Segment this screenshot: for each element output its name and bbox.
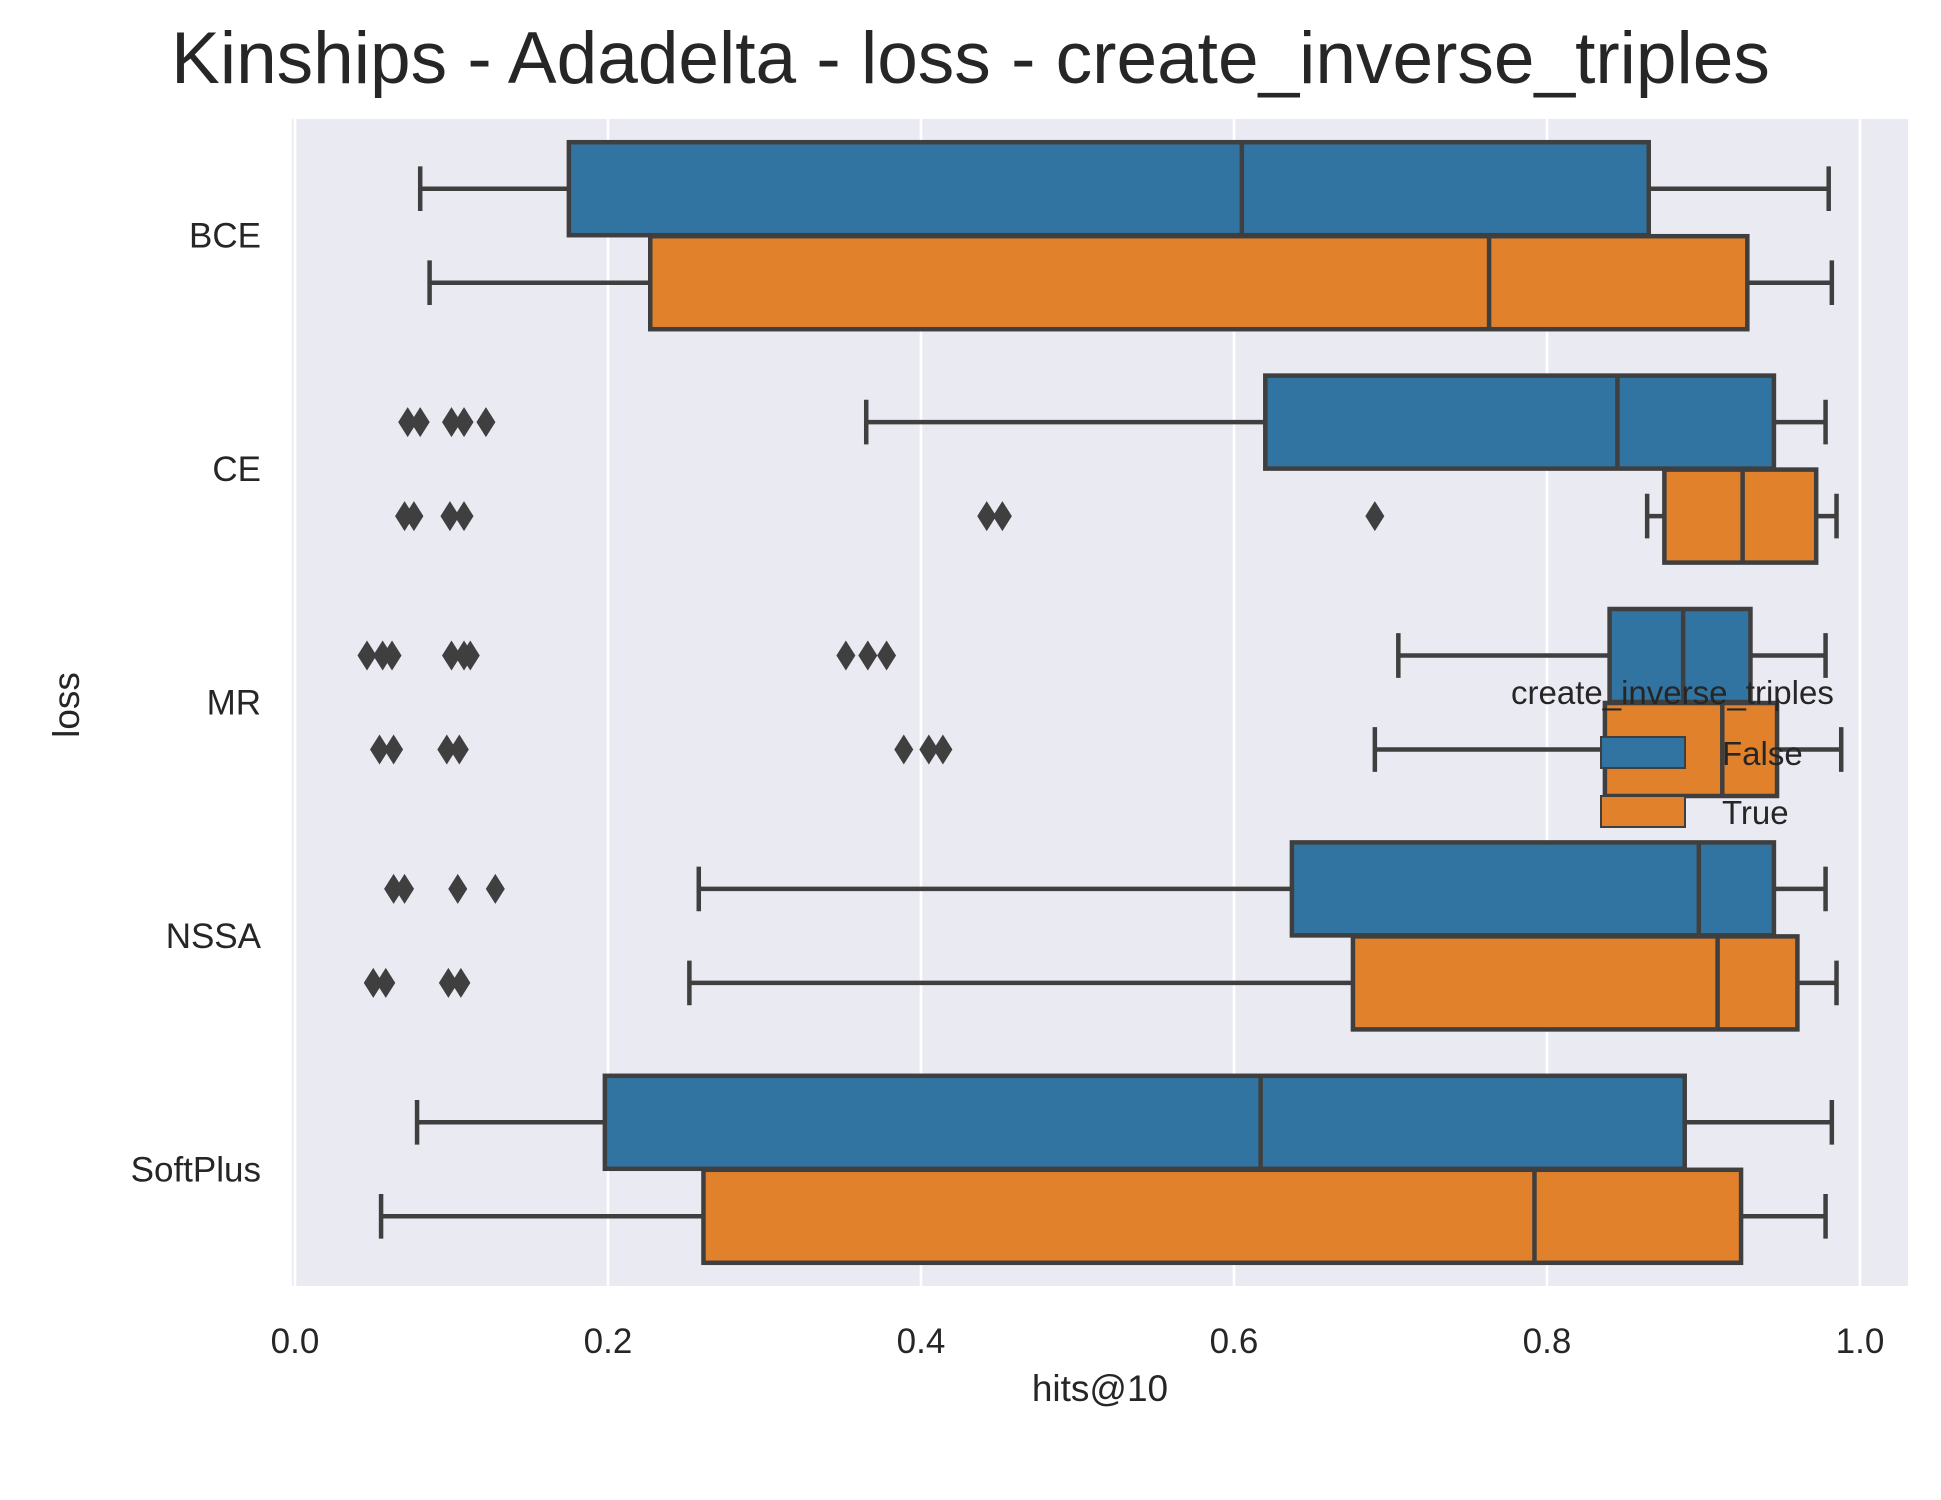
x-tick-label: 0.4 bbox=[897, 1322, 946, 1361]
box-ce-false bbox=[398, 373, 1828, 471]
box-iqr bbox=[602, 1073, 1687, 1172]
chart-title: Kinships - Adadelta - loss - create_inve… bbox=[171, 18, 1770, 99]
y-tick-label: MR bbox=[207, 684, 261, 723]
x-axis-label: hits@10 bbox=[1032, 1368, 1168, 1409]
outlier-point bbox=[382, 640, 402, 671]
box-iqr bbox=[701, 1167, 1744, 1266]
y-tick-label: NSSA bbox=[166, 917, 262, 956]
legend-swatch-false bbox=[1600, 736, 1686, 769]
legend-swatch-true bbox=[1600, 795, 1686, 828]
outlier-point bbox=[437, 734, 457, 765]
box-iqr bbox=[1607, 606, 1753, 705]
box-iqr bbox=[1289, 840, 1777, 938]
outlier-point bbox=[919, 734, 939, 765]
box-iqr bbox=[648, 233, 1750, 332]
legend-label-false: False bbox=[1722, 735, 1803, 772]
outlier-point bbox=[384, 873, 404, 904]
outlier-point bbox=[485, 873, 505, 904]
outlier-point bbox=[476, 407, 496, 438]
outlier-point bbox=[363, 967, 383, 998]
outlier-point bbox=[398, 407, 418, 438]
x-tick-label: 0.2 bbox=[584, 1322, 633, 1361]
box-bce-false bbox=[417, 139, 1831, 238]
box-bce-true bbox=[427, 233, 1835, 332]
box-iqr bbox=[566, 139, 1651, 238]
outlier-point bbox=[454, 501, 474, 532]
outlier-point bbox=[357, 640, 377, 671]
box-iqr bbox=[1350, 934, 1800, 1032]
box-ce-true bbox=[395, 467, 1839, 565]
outlier-point bbox=[992, 501, 1012, 532]
outlier-point bbox=[977, 501, 997, 532]
tick-labels: 0.0 0.2 0.4 0.6 0.8 1.0 BCE CE MR NSSA SoftPlus bbox=[131, 217, 1885, 1361]
outlier-point bbox=[451, 967, 471, 998]
y-tick-label: SoftPlus bbox=[131, 1150, 261, 1189]
box-softplus-false bbox=[414, 1073, 1835, 1172]
outlier-point bbox=[454, 407, 474, 438]
outlier-point bbox=[877, 640, 897, 671]
outlier-point bbox=[440, 501, 460, 532]
x-tick-label: 0.6 bbox=[1210, 1322, 1259, 1361]
outlier-point bbox=[384, 734, 404, 765]
box-mr-false bbox=[357, 606, 1828, 705]
outlier-point bbox=[370, 734, 390, 765]
outlier-point bbox=[836, 640, 856, 671]
legend-title: create_inverse_triples bbox=[1511, 674, 1834, 711]
x-tick-label: 0.8 bbox=[1523, 1322, 1572, 1361]
outlier-point bbox=[858, 640, 878, 671]
outlier-point bbox=[395, 873, 415, 904]
box-iqr bbox=[1662, 467, 1819, 565]
outlier-point bbox=[410, 407, 430, 438]
outlier-point bbox=[448, 873, 468, 904]
outlier-point bbox=[1365, 501, 1385, 532]
outlier-point bbox=[438, 967, 458, 998]
y-tick-label: BCE bbox=[189, 217, 261, 256]
y-tick-label: CE bbox=[212, 450, 261, 489]
legend: create_inverse_triples False True bbox=[1511, 674, 1834, 831]
outlier-point bbox=[376, 967, 396, 998]
boxes bbox=[357, 139, 1844, 1266]
outlier-point bbox=[460, 640, 480, 671]
outlier-point bbox=[404, 501, 424, 532]
x-tick-label: 1.0 bbox=[1836, 1322, 1885, 1361]
outlier-point bbox=[894, 734, 914, 765]
outlier-point bbox=[933, 734, 953, 765]
outlier-point bbox=[442, 640, 461, 671]
box-softplus-true bbox=[378, 1167, 1828, 1266]
box-nssa-false bbox=[384, 840, 1828, 938]
y-axis-label: loss bbox=[46, 672, 87, 738]
legend-label-true: True bbox=[1722, 794, 1789, 831]
box-nssa-true bbox=[363, 934, 1839, 1032]
outlier-point bbox=[449, 734, 469, 765]
x-tick-label: 0.0 bbox=[271, 1322, 320, 1361]
box-iqr bbox=[1263, 373, 1777, 471]
outlier-point bbox=[442, 407, 461, 438]
